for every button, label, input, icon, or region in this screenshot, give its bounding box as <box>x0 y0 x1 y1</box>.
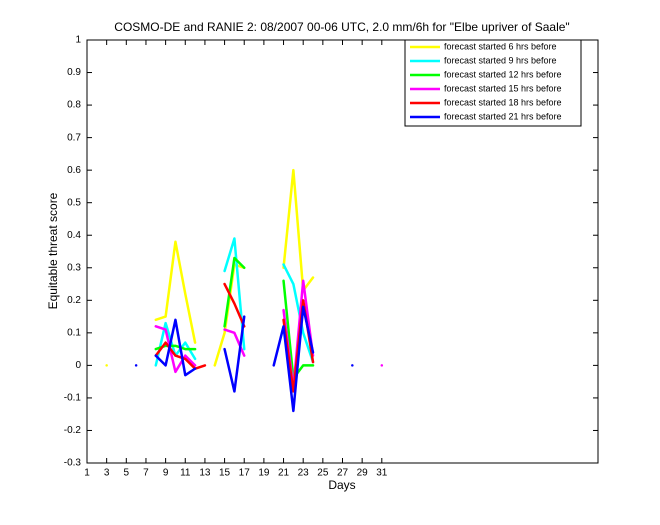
y-tick-label: -0.3 <box>64 458 82 469</box>
y-tick-label: 0.2 <box>67 295 81 306</box>
y-tick-label: 0.8 <box>67 100 81 111</box>
x-tick-label: 17 <box>239 468 251 479</box>
y-tick-label: 0.4 <box>67 230 81 241</box>
y-tick-label: 0.1 <box>67 327 81 338</box>
legend-label: forecast started 9 hrs before <box>444 55 557 65</box>
x-tick-label: 13 <box>199 468 211 479</box>
y-tick-label: 0.3 <box>67 262 81 273</box>
x-tick-label: 23 <box>298 468 310 479</box>
y-axis-label: Equitable threat score <box>46 192 60 309</box>
legend-label: forecast started 6 hrs before <box>444 41 557 51</box>
x-tick-label: 11 <box>180 468 191 479</box>
legend-label: forecast started 21 hrs before <box>444 111 562 121</box>
series-line <box>134 305 354 413</box>
y-tick-label: 1 <box>75 35 81 46</box>
y-tick-label: 0.6 <box>67 165 81 176</box>
series-line <box>105 168 315 367</box>
x-tick-label: 1 <box>84 468 90 479</box>
y-tick-label: -0.2 <box>64 425 82 436</box>
y-tick-label: 0 <box>75 360 81 371</box>
x-axis-label: Days <box>328 478 355 492</box>
x-tick-label: 7 <box>143 468 149 479</box>
x-tick-label: 5 <box>124 468 130 479</box>
x-tick-label: 27 <box>337 468 349 479</box>
y-tick-label: -0.1 <box>64 393 82 404</box>
x-tick-label: 31 <box>376 468 388 479</box>
x-tick-label: 9 <box>163 468 169 479</box>
legend-label: forecast started 15 hrs before <box>444 83 562 93</box>
x-tick-label: 21 <box>278 468 290 479</box>
series-line <box>154 279 384 390</box>
legend-label: forecast started 12 hrs before <box>444 69 562 79</box>
legend <box>404 39 582 127</box>
x-tick-label: 3 <box>104 468 110 479</box>
x-tick-label: 29 <box>357 468 369 479</box>
y-tick-label: 0.7 <box>67 132 81 143</box>
x-tick-label: 15 <box>219 468 231 479</box>
y-tick-label: 0.9 <box>67 67 81 78</box>
legend-label: forecast started 18 hrs before <box>444 97 562 107</box>
x-tick-label: 25 <box>317 468 329 479</box>
y-tick-label: 0.5 <box>67 197 81 208</box>
chart-title: COSMO-DE and RANIE 2: 08/2007 00-06 UTC,… <box>114 20 569 34</box>
x-tick-label: 19 <box>258 468 270 479</box>
